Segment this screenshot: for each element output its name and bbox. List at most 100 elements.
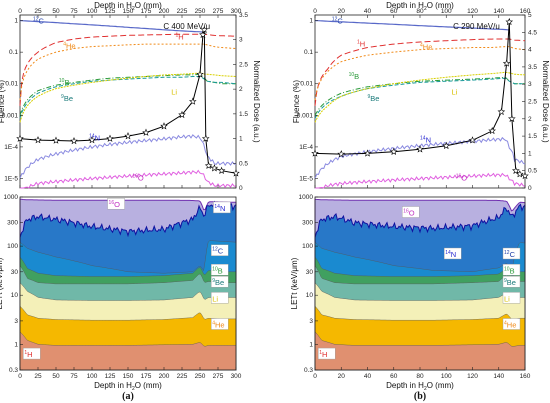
dose-point [232,169,240,177]
fluence-label-16O-symbol: O [461,174,467,183]
let-label-9Be: 9Be [504,278,516,287]
fluence-label-10B-mass: 10 [349,72,355,78]
fluence-label-1H-mass: 1 [357,40,360,46]
let-label-14N-symbol: N [220,204,225,213]
let-x-tick-label: 75 [70,373,78,380]
dose-point [178,110,186,119]
bottom-x-axis-title: Depth in H2O (mm) [94,381,162,392]
dose-point [88,136,96,144]
let-label-box-12C [211,244,229,256]
top-x-tick-label: 100 [87,8,98,15]
fluence-label-16O: 16O [456,174,468,183]
fluence-line-14N [19,134,237,179]
let-x-tick-label: 150 [123,373,134,380]
let-y-tick-label: 1 [14,341,18,348]
dose-y-tick-label: 3 [239,37,243,44]
let-axis-title: LETt (keV/μm) [0,257,4,309]
top-x-tick-label: 250 [195,8,206,15]
let-label-12C-symbol: C [218,247,224,256]
let-axis-title: LETt (keV/μm) [290,257,299,309]
dose-point [189,97,197,105]
let-y-tick-label: 1000 [4,194,19,201]
top-x-tick-label: 160 [520,8,531,15]
let-label-9Be-symbol: Be [215,278,224,287]
let-label-12C-mass: 12 [212,247,218,253]
dose-point [363,149,372,157]
fluence-label-12C-symbol: C [337,17,343,26]
dose-axis-title: Normalized Dose (a.u.) [541,60,550,143]
fluence-y-tick-label: 0.001 [297,112,314,119]
let-label-10B: 10B [212,266,223,275]
fluence-label-12C: 12C [332,17,344,26]
let-y-tick-label: 30 [11,269,19,276]
dose-point [106,134,114,142]
let-label-16O: 16O [403,209,415,218]
dose-axis-title: Normalized Dose (a.u.) [252,60,261,143]
fluence-label-7Li: Li [452,88,458,97]
dose-y-tick-label: 0 [239,185,243,192]
dose-point [204,161,213,169]
fluence-label-4He: 4He [63,42,75,51]
fluence-label-4He: 4He [420,43,432,52]
let-label-box-14N [213,201,231,214]
let-y-tick-label: 30 [306,269,314,276]
let-label-box-12C [502,247,521,260]
let-x-tick-label: 225 [177,373,188,380]
let-label-box-16O [402,206,420,218]
fluence-label-9Be-symbol: Be [370,94,379,103]
let-label-box-9Be [211,275,229,288]
dose-y-tick-label: 3 [528,81,532,88]
fluence-y-tick-label: 1 [14,18,18,25]
fluence-label-1H: 1H [176,33,184,42]
dose-point [199,30,207,39]
dose-y-tick-label: 3.5 [239,12,248,19]
let-x-tick-label: 275 [213,373,224,380]
bottom-x-axis-title-rest: O (mm) [135,381,162,390]
fluence-label-1H-symbol: H [178,33,183,42]
dose-point [521,171,529,180]
fluence-line-4He [314,46,526,101]
fluence-line-12C [314,20,510,31]
fluence-y-tick-label: 0.01 [5,81,18,88]
dose-point [160,122,168,130]
let-y-tick-label: 0.3 [304,367,313,374]
let-label-12C-mass: 12 [504,250,510,256]
let-label-1H-symbol: H [27,350,32,359]
dose-point [196,70,204,78]
let-y-tick-label: 0.3 [9,367,18,374]
let-label-4He-symbol: He [215,321,225,330]
let-label-box-4He [211,318,229,330]
dose-point [200,25,209,34]
dose-point [389,147,398,155]
dose-y-tick-label: 2 [528,116,532,123]
top-x-tick-label: 150 [123,8,134,15]
let-x-tick-label: 120 [467,373,478,380]
dose-point [497,107,506,116]
let-label-9Be-mass: 9 [212,278,215,284]
bottom-x-axis-title: Depth in H2O (mm) [386,381,454,392]
fluence-line-1H [314,38,526,106]
dose-y-tick-label: 1 [528,150,532,157]
let-label-9Be-mass: 9 [504,278,507,284]
top-x-axis-title-rest: O (mm) [135,1,162,10]
fluence-line-12C [19,20,204,33]
let-y-tick-label: 1000 [299,194,314,201]
top-x-axis-title: Depth in H2O (mm) [94,1,162,12]
bottom-x-axis-title-subscript: 2 [424,386,427,392]
panel-caption: (a) [122,391,134,402]
fluence-y-tick-label: 0.01 [300,81,313,88]
panel-caption: (b) [414,391,426,402]
fluence-plot: 0 25 50 75 100 125 150 175 200 225 250 275 300Depth … [0,1,261,192]
let-plot: 0.3 1 3 10 30 100 300 1000 LETt (keV/μm) 0 20 40 60 8… [290,194,531,392]
let-y-tick-label: 100 [7,243,18,250]
dose-point [124,132,132,140]
let-label-14N: 14N [445,250,456,259]
let-label-12C: 12C [504,250,516,259]
fluence-label-12C-mass: 12 [332,17,338,23]
fluence-label-1H: 1H [357,40,365,49]
dose-point [416,145,424,153]
let-x-tick-label: 60 [390,373,398,380]
fluence-label-9Be: 9Be [61,94,73,103]
fluence-label-16O-symbol: O [138,174,144,183]
